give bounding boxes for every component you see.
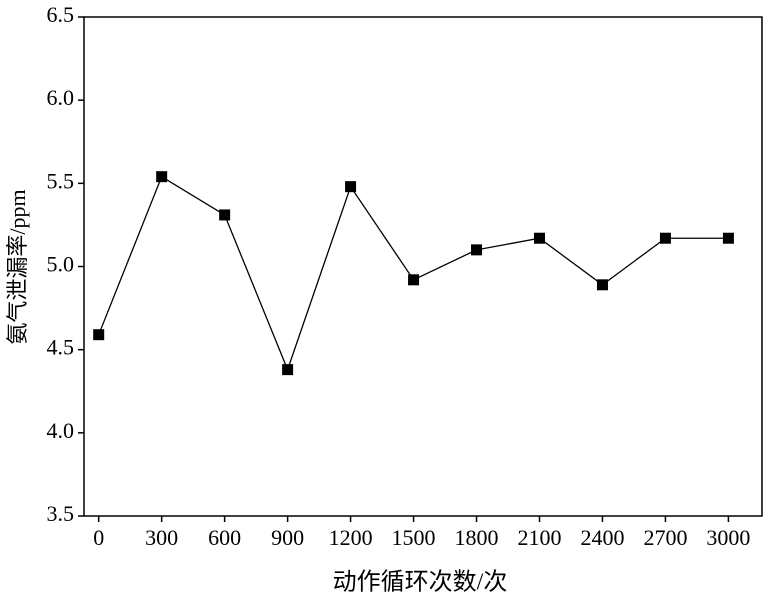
x-tick-label: 1500 xyxy=(392,525,436,550)
x-tick-label: 3000 xyxy=(706,525,750,550)
y-tick-label: 6.5 xyxy=(47,2,75,27)
y-tick-label: 5.5 xyxy=(47,168,75,193)
marker xyxy=(93,329,105,341)
y-axis-label: 氨气泄漏率/ppm xyxy=(5,189,30,344)
marker xyxy=(408,274,420,286)
x-tick-label: 1800 xyxy=(455,525,499,550)
x-axis-label: 动作循环次数/次 xyxy=(333,569,508,596)
y-tick-label: 4.5 xyxy=(47,335,75,360)
marker xyxy=(156,171,168,183)
marker xyxy=(596,279,608,291)
marker xyxy=(533,232,545,244)
marker xyxy=(659,232,671,244)
x-tick-label: 2400 xyxy=(580,525,624,550)
y-tick-label: 5.0 xyxy=(47,252,75,277)
x-tick-label: 900 xyxy=(271,525,304,550)
x-tick-label: 0 xyxy=(93,525,104,550)
marker xyxy=(471,244,483,256)
y-tick-label: 4.0 xyxy=(47,418,75,443)
marker xyxy=(345,181,357,193)
x-tick-label: 2100 xyxy=(517,525,561,550)
marker xyxy=(722,232,734,244)
x-tick-label: 2700 xyxy=(643,525,687,550)
plot-frame xyxy=(83,16,763,517)
series-line xyxy=(98,175,729,372)
marker xyxy=(219,209,231,221)
marker xyxy=(282,364,294,376)
x-tick-label: 300 xyxy=(145,525,178,550)
x-tick-label: 1200 xyxy=(329,525,373,550)
y-tick-label: 3.5 xyxy=(47,501,75,526)
y-tick-label: 6.0 xyxy=(47,85,75,110)
x-tick-label: 600 xyxy=(208,525,241,550)
